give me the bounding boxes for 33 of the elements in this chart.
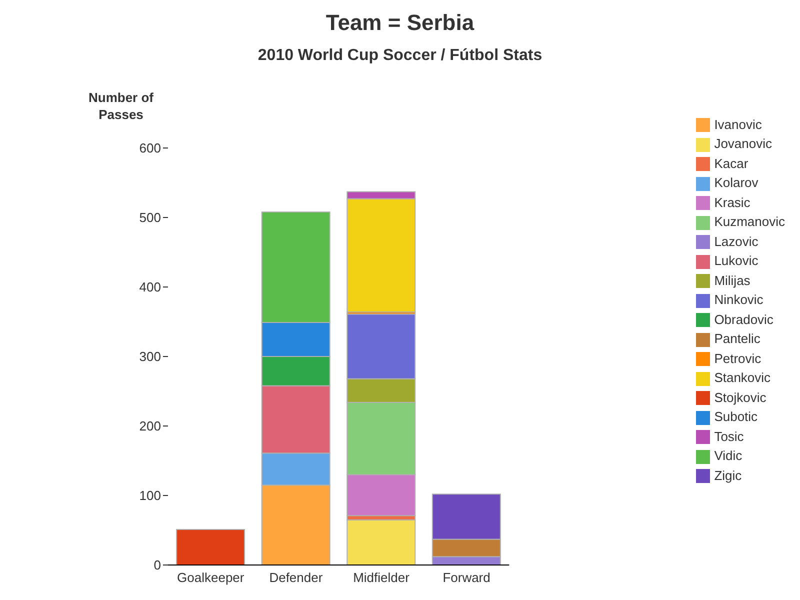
legend-label: Krasic: [714, 194, 750, 210]
x-tick-label: Goalkeeper: [177, 570, 245, 586]
legend-label: Ivanovic: [714, 116, 762, 132]
legend-label: Kolarov: [714, 175, 758, 190]
legend-label: Jovanovic: [714, 136, 772, 152]
x-tick-label: Midfielder: [353, 570, 410, 586]
legend-label: Kuzmanovic: [714, 214, 785, 230]
y-tick-label: 300: [139, 349, 161, 364]
legend-label: Obradovic: [714, 312, 774, 327]
y-tick-label: 100: [139, 488, 161, 504]
y-tick-label: 500: [139, 210, 161, 226]
legend-label: Ninkovic: [714, 292, 764, 308]
y-tick-label: 200: [139, 418, 161, 434]
y-tick-label: 0: [154, 558, 161, 573]
legend-label: Tosic: [714, 428, 744, 444]
x-tick-label: Defender: [269, 570, 324, 586]
legend-label: Petrovic: [714, 350, 762, 366]
legend-label: Zigic: [714, 468, 742, 483]
y-tick-label: 400: [139, 280, 161, 295]
legend-label: Stankovic: [714, 370, 771, 386]
legend-label: Kacar: [714, 156, 748, 171]
legend-label: Milijas: [714, 272, 750, 288]
legend-label: Pantelic: [714, 331, 760, 346]
x-tick-label: Forward: [442, 570, 490, 586]
legend-label: Stojkovic: [714, 390, 766, 405]
legend-label: Lazovic: [714, 234, 758, 249]
legend-label: Lukovic: [714, 253, 758, 268]
y-tick-label: 600: [139, 140, 161, 156]
y-axis-title: Number of Passes: [88, 89, 154, 123]
legend-label: Subotic: [714, 409, 758, 424]
chart-subtitle: 2010 World Cup Soccer / Fútbol Stats: [256, 47, 544, 65]
legend-label: Vidic: [714, 448, 742, 464]
chart-title: Team = Serbia: [324, 10, 476, 36]
